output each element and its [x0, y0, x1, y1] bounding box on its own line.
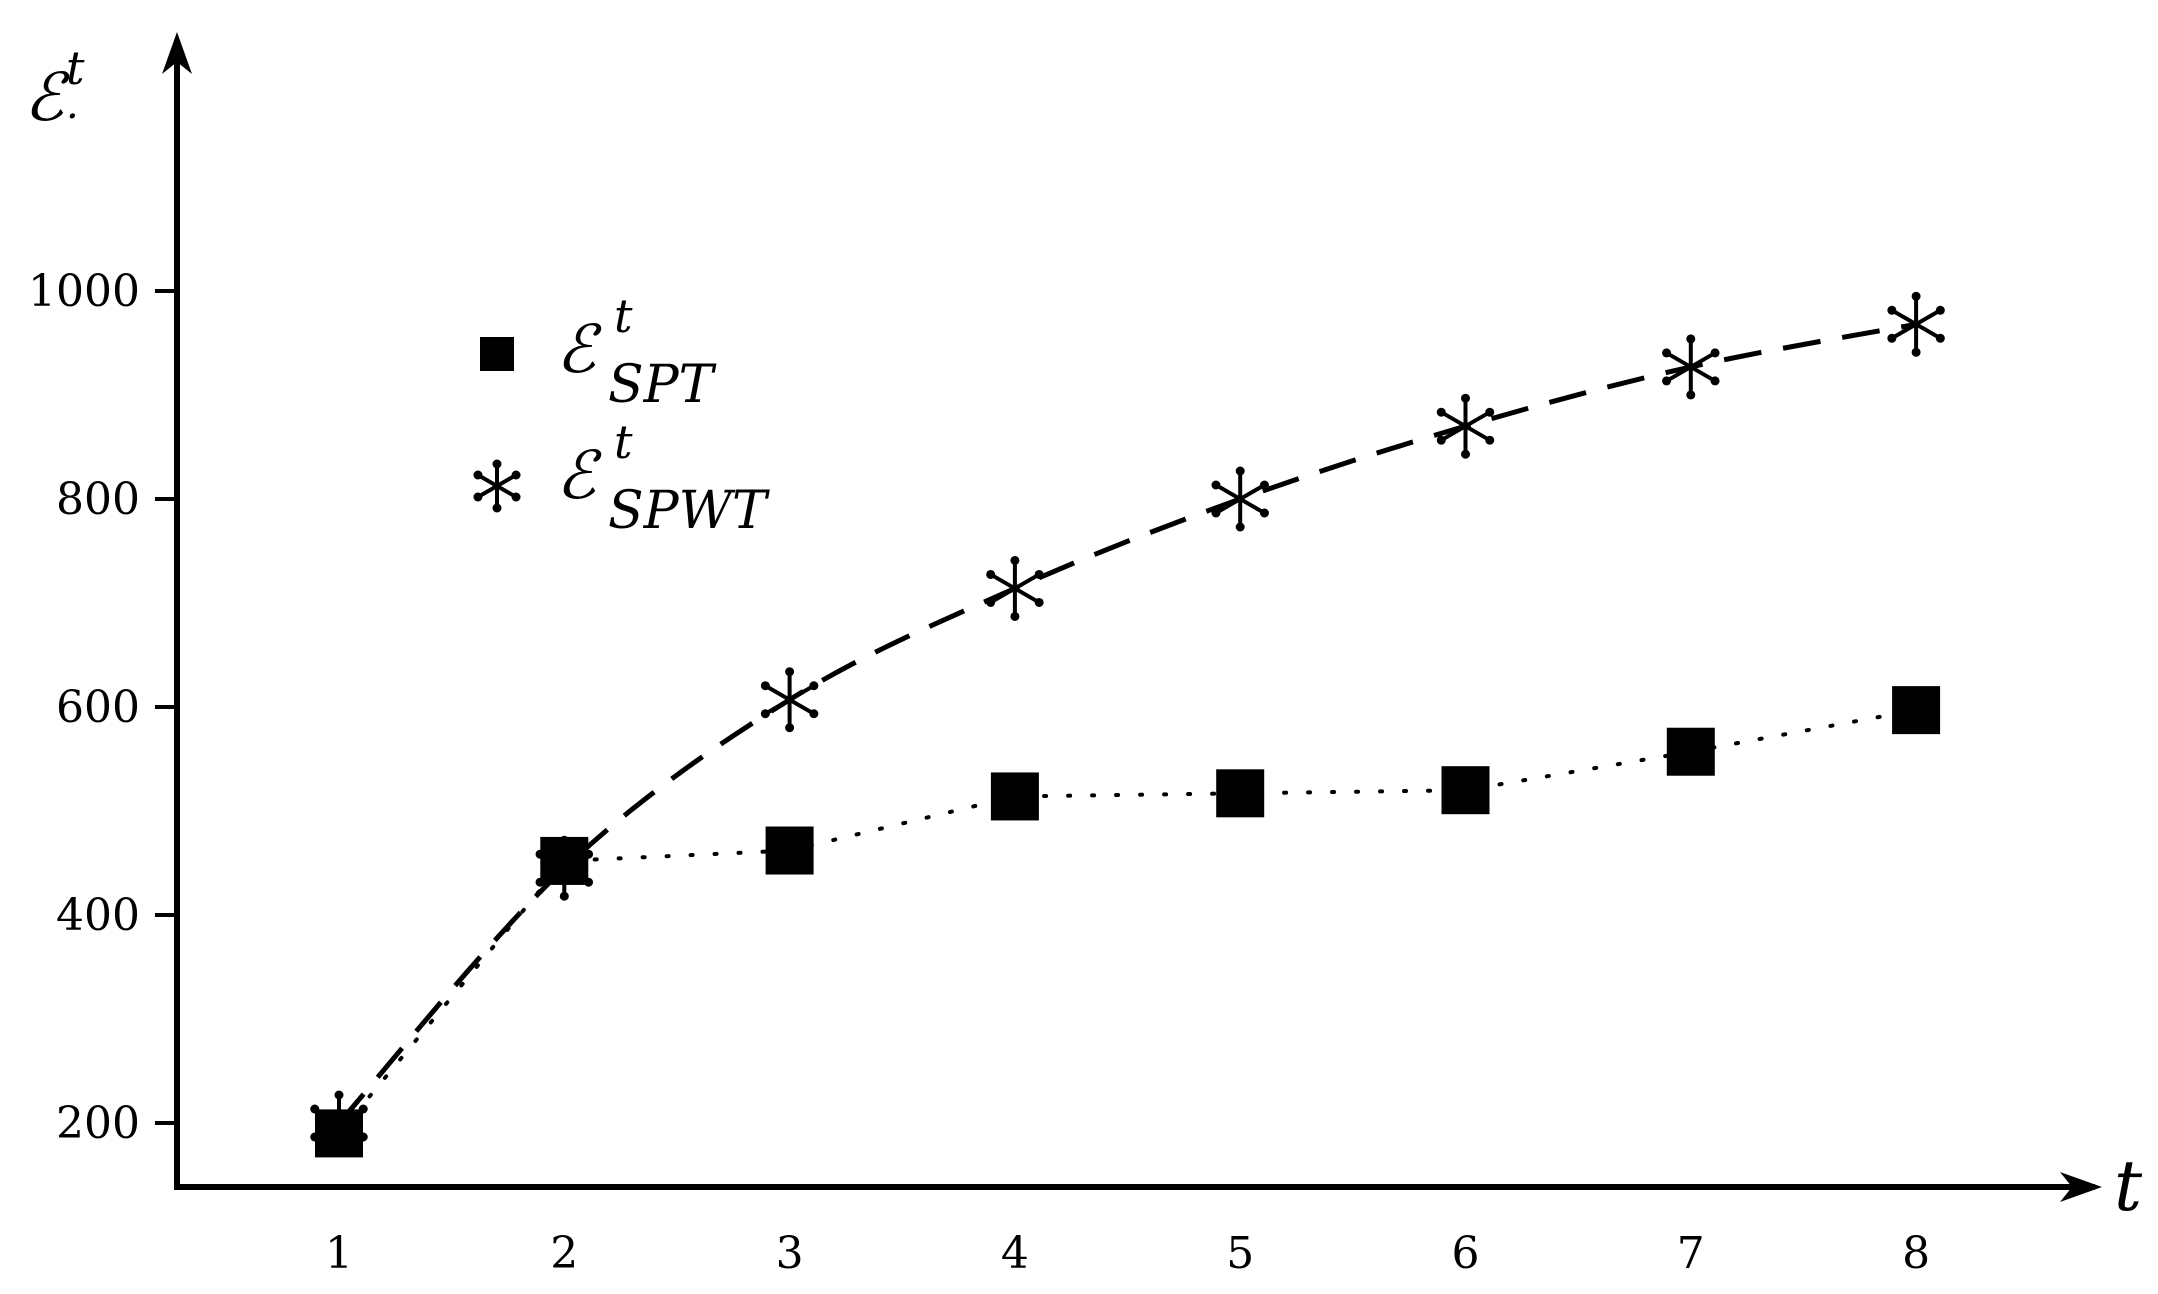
y-tick-label: 1000 [28, 266, 140, 317]
x-tick-label: 2 [550, 1228, 578, 1279]
y-axis-arrow [162, 32, 192, 74]
legend-label-spt-sup: t [614, 289, 633, 343]
legend-asterisk-glyph [473, 459, 521, 513]
legend-item-spt: ℰ t SPT [480, 289, 717, 415]
data-point-square [765, 826, 814, 875]
x-tick-label: 6 [1452, 1228, 1480, 1279]
y-axis-label-base: ℰ [24, 59, 70, 136]
legend-square-marker [480, 337, 514, 371]
x-tick-label: 8 [1902, 1228, 1930, 1279]
y-tick-label: 800 [56, 474, 140, 525]
y-axis-label-sup: t [66, 41, 85, 95]
series-line-spwt [337, 321, 1917, 1125]
legend-label-spt-sub: SPT [608, 355, 717, 415]
data-point-asterisk [1436, 393, 1495, 459]
y-tick-label: 400 [56, 890, 140, 941]
data-point-asterisk [1887, 291, 1945, 357]
data-point-square [1441, 766, 1490, 815]
data-point-asterisk [535, 835, 594, 901]
y-tick-label: 600 [56, 682, 140, 733]
x-axis-label: t [2114, 1145, 2143, 1227]
data-point-asterisk [310, 1090, 368, 1156]
x-tick-label: 7 [1677, 1228, 1705, 1279]
series-markers [310, 291, 1945, 1158]
legend-label-spt-base: ℰ [556, 311, 602, 388]
y-ticks: 200 400 600 800 1000 [28, 266, 177, 1149]
data-point-asterisk [986, 555, 1044, 621]
y-axis-label-sub: . [66, 82, 79, 128]
data-point-asterisk [760, 667, 819, 733]
x-tick-label: 5 [1226, 1228, 1254, 1279]
data-point-square [1216, 769, 1265, 818]
axes [162, 32, 2102, 1202]
x-tick-label: 3 [776, 1228, 804, 1279]
data-point-square [990, 772, 1039, 821]
legend-label-spwt-sup: t [614, 415, 633, 469]
y-tick-label: 200 [56, 1098, 140, 1149]
x-tick-label: 1 [325, 1228, 353, 1279]
data-point-asterisk [1211, 466, 1269, 532]
series-lines [337, 321, 1919, 1136]
data-point-asterisk [1662, 334, 1720, 400]
x-tick-label: 4 [1001, 1228, 1029, 1279]
legend: ℰ t SPT ℰ t SPWT [473, 289, 770, 541]
legend-asterisk-marker [473, 459, 521, 513]
data-point-square [1666, 727, 1715, 776]
legend-item-spwt: ℰ t SPWT [473, 415, 770, 541]
x-axis-arrow [2060, 1172, 2102, 1202]
legend-label-spwt-sub: SPWT [608, 481, 770, 541]
data-point-square [1892, 686, 1941, 735]
y-axis-label: ℰ t . [24, 41, 85, 136]
x-ticks: 1 2 3 4 5 6 7 8 [325, 1228, 1930, 1279]
legend-label-spwt-base: ℰ [556, 437, 602, 514]
